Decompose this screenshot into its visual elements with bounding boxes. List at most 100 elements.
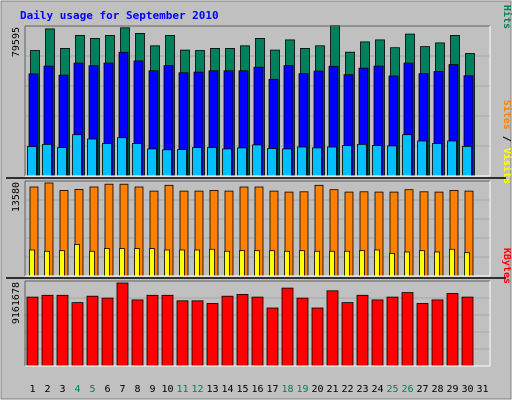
- bar-pages-9: [147, 148, 157, 177]
- x-tick-label: 23: [356, 384, 368, 395]
- series-label: Sites / Visits: [501, 100, 512, 184]
- x-tick-label: 18: [281, 384, 293, 395]
- bar-pages-7: [117, 137, 127, 177]
- x-tick-label: 7: [119, 384, 125, 395]
- bar-pages-5: [87, 138, 97, 177]
- bar-kbytes-14: [221, 295, 234, 367]
- x-tick-label: 28: [431, 384, 443, 395]
- bar-pages-1: [27, 146, 37, 177]
- series-label-part: Sites: [501, 100, 512, 130]
- bar-kbytes-21: [326, 290, 339, 367]
- bar-kbytes-26: [401, 292, 414, 367]
- y-max-label: 13580: [11, 182, 22, 212]
- panel-visits_sites: 13580 Sites / Visits: [11, 100, 512, 277]
- bar-sites-11: [179, 249, 185, 277]
- bar-kbytes-2: [41, 294, 54, 367]
- bar-sites-10: [164, 249, 170, 277]
- bar-sites-28: [434, 251, 440, 277]
- bar-sites-22: [344, 250, 350, 277]
- bar-pages-30: [462, 145, 472, 177]
- chart-panels: 79595 Pages / Files / Hits 13580 Sites / Vi…: [6, 0, 512, 367]
- x-tick-label: 8: [134, 384, 140, 395]
- x-tick-label: 3: [59, 384, 65, 395]
- x-tick-label: 4: [74, 384, 80, 395]
- x-tick-label: 2: [44, 384, 50, 395]
- series-label-part: /: [501, 130, 512, 148]
- bar-kbytes-28: [431, 299, 444, 367]
- chart-title: Daily usage for September 2010: [20, 9, 219, 22]
- series-files: [28, 51, 474, 177]
- series-kbytes: [26, 282, 474, 367]
- x-tick-label: 30: [461, 384, 473, 395]
- bar-sites-29: [449, 248, 455, 277]
- series-label-part: /: [501, 0, 512, 5]
- x-tick-label: 5: [89, 384, 95, 395]
- bar-sites-20: [314, 250, 320, 277]
- bar-kbytes-10: [161, 294, 174, 367]
- bar-sites-5: [89, 250, 95, 277]
- bar-kbytes-20: [311, 307, 324, 367]
- bar-sites-15: [239, 250, 245, 277]
- x-tick-label: 9: [149, 384, 155, 395]
- bar-kbytes-29: [446, 293, 459, 367]
- bar-kbytes-6: [101, 297, 114, 367]
- bar-kbytes-1: [26, 296, 39, 367]
- bar-pages-8: [132, 143, 142, 177]
- bar-kbytes-15: [236, 293, 249, 367]
- x-tick-label: 1: [29, 384, 35, 395]
- series-label-part: Visits: [501, 148, 512, 184]
- bar-pages-12: [192, 147, 202, 177]
- x-tick-label: 26: [401, 384, 413, 395]
- bar-pages-2: [42, 143, 52, 177]
- x-tick-label: 24: [371, 384, 383, 395]
- series-label: KBytes: [501, 248, 512, 284]
- bar-sites-12: [194, 249, 200, 277]
- bar-pages-6: [102, 143, 112, 177]
- bar-sites-23: [359, 250, 365, 277]
- bar-sites-30: [464, 252, 470, 277]
- series-label-part: Hits: [501, 5, 512, 29]
- bar-pages-16: [252, 144, 262, 177]
- bar-pages-4: [72, 134, 82, 177]
- bar-sites-8: [134, 248, 140, 277]
- x-tick-label: 21: [326, 384, 338, 395]
- bar-kbytes-11: [176, 300, 189, 367]
- bar-kbytes-9: [146, 294, 159, 367]
- bar-pages-29: [447, 140, 457, 177]
- bar-pages-28: [432, 143, 442, 177]
- bar-sites-13: [209, 248, 215, 277]
- bar-pages-26: [402, 134, 412, 177]
- bar-sites-2: [44, 250, 50, 277]
- x-tick-label: 14: [221, 384, 233, 395]
- bar-sites-26: [404, 251, 410, 277]
- bar-pages-18: [282, 148, 292, 177]
- x-tick-label: 15: [236, 384, 248, 395]
- bar-sites-18: [284, 250, 290, 277]
- bar-sites-19: [299, 250, 305, 277]
- bar-kbytes-22: [341, 302, 354, 367]
- bar-kbytes-17: [266, 307, 279, 367]
- bar-kbytes-3: [56, 294, 69, 367]
- bar-kbytes-23: [356, 294, 369, 367]
- bar-kbytes-5: [86, 295, 99, 367]
- bar-sites-7: [119, 248, 125, 277]
- x-tick-label: 20: [311, 384, 323, 395]
- x-tick-label: 17: [266, 384, 278, 395]
- x-tick-label: 19: [296, 384, 308, 395]
- x-tick-label: 27: [416, 384, 428, 395]
- bar-kbytes-8: [131, 299, 144, 367]
- bar-pages-13: [207, 147, 217, 177]
- series-sites: [29, 244, 470, 277]
- bar-kbytes-30: [461, 296, 474, 367]
- bar-sites-17: [269, 250, 275, 277]
- bar-sites-3: [59, 250, 65, 277]
- bar-sites-14: [224, 250, 230, 277]
- series-visits: [29, 182, 474, 277]
- bar-pages-10: [162, 149, 172, 177]
- bar-kbytes-16: [251, 296, 264, 367]
- x-axis: 1 2 3 4 5 6 7 8 9 10 11 12 13 14 15 16 17 18 19 20 21 22 23 24 2…: [29, 384, 488, 395]
- x-tick-label: 11: [176, 384, 188, 395]
- x-tick-label: 22: [341, 384, 353, 395]
